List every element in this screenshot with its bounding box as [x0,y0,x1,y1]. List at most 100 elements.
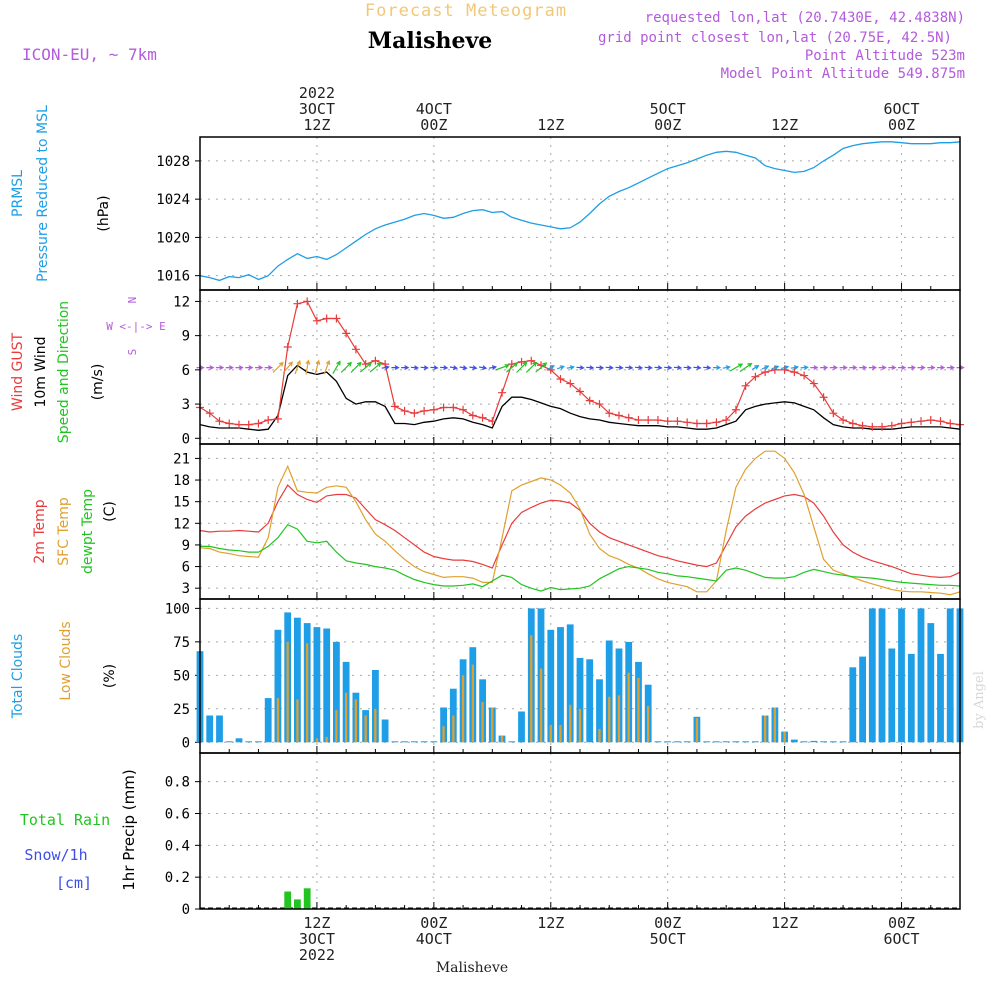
wind-arrow [595,365,605,371]
wind10m-line [199,364,961,431]
wind-arrow [272,361,284,373]
wind-arrow [525,361,538,373]
temp-2m-line [199,484,961,579]
gust-point [790,368,799,377]
wind-arrow [340,361,352,373]
ylabel-low-clouds: Low Clouds [58,621,74,700]
total-cloud-bar [206,715,214,743]
y-tick-label: 75 [173,635,190,651]
y-tick-label: 0 [182,431,190,447]
temp-dewpt-line [200,523,961,592]
gust-point [390,402,399,411]
wind-arrow [605,365,614,371]
y-tick-label: 1016 [156,269,190,285]
y-tick-label: 0.8 [165,775,190,791]
panel-border [199,752,961,910]
gust-point [663,417,672,426]
wind-arrow [946,365,956,371]
y-tick-label: 6 [182,363,190,379]
wind-arrow [907,365,917,371]
y-tick-label: 1024 [156,192,190,208]
y-tick-label: 6 [182,560,190,576]
gust-point [644,416,653,425]
wind-arrow [839,365,848,371]
y-tick-label: 0.4 [165,838,190,854]
low-cloud-bar [354,699,357,743]
wind-arrow [739,362,753,373]
total-cloud-bar [401,741,408,743]
gust-point [322,314,331,323]
unit-label: (hPa) [96,195,112,231]
low-cloud-bar [452,715,455,743]
wind-arrow [761,365,770,370]
gust-point [420,406,429,415]
wind-arrow [225,365,234,371]
ylabel-gust: Wind GUST [10,332,26,411]
gust-point [381,360,390,369]
wind-arrow [566,365,575,370]
wind-arrow [381,365,390,370]
gust-point [751,372,760,381]
gust-point [595,400,604,409]
gust-point [264,416,273,425]
top-time-label: 12Z [537,116,564,134]
bottom-time-label: 2022 [299,946,335,964]
gust-point [576,387,584,396]
panel-wind: 0 3 6 9 12 Wind GUST 10m Wind Speed and Directi… [10,290,965,447]
total-cloud-bar [927,623,935,743]
bottom-time-label: 3OCT [299,930,335,948]
low-cloud-bar [471,664,474,743]
low-cloud-bar [364,715,367,743]
gust-point [371,356,380,365]
total-cloud-bar [518,711,525,743]
wind-arrow [752,365,760,370]
bottom-time-label: 12Z [771,914,798,932]
total-cloud-bar [410,741,418,743]
wind-arrow [216,365,225,371]
total-cloud-bar [586,659,594,743]
gust-point [712,418,721,427]
top-time-label: 2022 [299,84,335,102]
gust-point [293,299,302,308]
gust-point [868,422,877,431]
total-cloud-bar [683,741,691,743]
wind-arrow [478,365,488,371]
top-time-label: 5OCT [650,100,686,118]
wind-arrow [888,365,897,371]
low-cloud-bar [325,736,328,743]
wind-arrow [771,365,780,370]
y-tick-label: 50 [173,668,190,684]
panel-border [199,136,961,291]
rain-bar [303,888,311,909]
gust-point [809,379,818,388]
gust-point [478,413,487,422]
gust-point [897,419,906,428]
gust-point [673,417,682,426]
super-title: Forecast Meteogram [365,1,567,21]
total-cloud-bar [722,741,730,743]
total-cloud-bar [654,741,662,743]
y-tick-label: 100 [165,601,190,617]
wind-arrow [535,362,548,373]
model-label: ICON-EU, ~ 7km [22,45,157,64]
low-cloud-bar [276,698,280,743]
low-cloud-bar [569,704,572,743]
total-cloud-bar [333,641,340,743]
total-cloud-bar [508,741,516,743]
wind-arrow [868,365,878,371]
total-cloud-bar [713,741,720,743]
panel-temperature: 3 6 9 12 15 18 21 2m Temp SFC Temp dewpt Temp (C) [32,444,961,599]
low-cloud-bar [627,672,630,743]
bottom-time-label: 00Z [888,914,915,932]
wind-arrow [235,365,244,371]
ylabel-snow: Snow/1h [24,846,87,864]
ylabel-2m: 2m Temp [32,499,48,563]
footer-location: Malisheve [436,960,508,976]
wind-arrow [849,365,858,371]
top-time-label: 3OCT [299,100,335,118]
gust-point [819,393,828,402]
top-time-label: 12Z [303,116,330,134]
pressure-line [199,141,961,282]
unit-label: (%) [102,664,118,688]
panel-precipitation: 0 0.2 0.4 0.6 0.8 Total Rain Snow/1h [cm] 1hr Pr… [20,753,961,918]
